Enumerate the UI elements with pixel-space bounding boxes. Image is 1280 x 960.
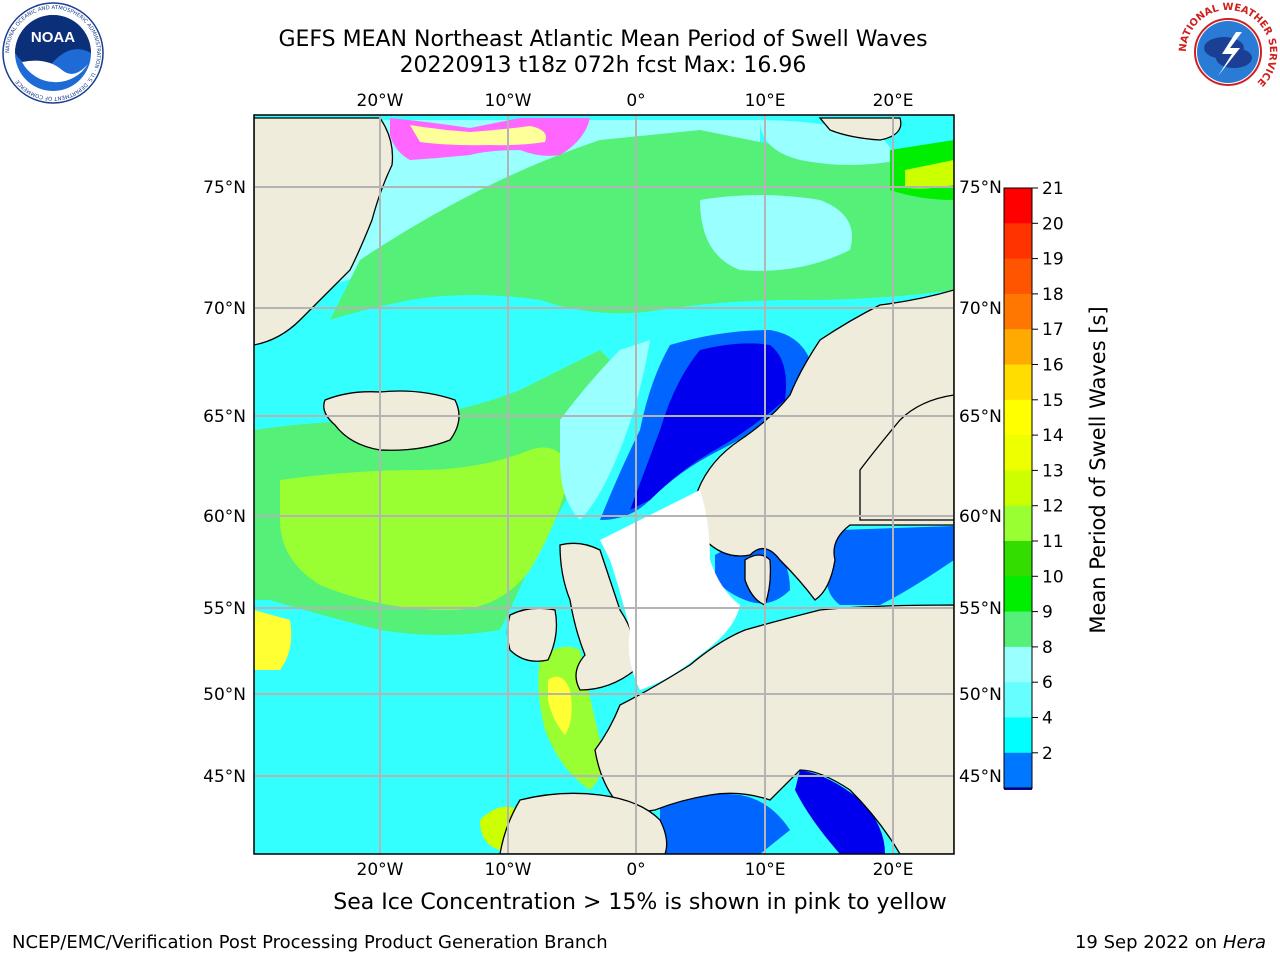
colorbar-tick-label: 20 bbox=[1042, 214, 1064, 234]
footer-date: 19 Sep 2022 on Hera bbox=[1075, 932, 1266, 953]
lon-label-top: 0° bbox=[626, 91, 645, 111]
nws-logo: NATIONAL WEATHER SERVICE bbox=[1178, 2, 1278, 101]
lat-label-right: 65°N bbox=[959, 407, 1002, 427]
sea-ice-yellow bbox=[410, 125, 546, 146]
swell-area-lime-ne bbox=[905, 160, 954, 189]
colorbar-tick-label: 4 bbox=[1042, 709, 1053, 729]
lon-label-top: 20°E bbox=[873, 91, 914, 111]
lat-label-right: 75°N bbox=[959, 178, 1002, 198]
colorbar-segment bbox=[1004, 188, 1032, 224]
lon-label-bottom: 0° bbox=[626, 860, 645, 880]
colorbar-segment bbox=[1004, 258, 1032, 295]
colorbar-tick-label: 14 bbox=[1042, 426, 1064, 446]
map-frame bbox=[253, 114, 955, 855]
lon-label-bottom: 10°E bbox=[745, 860, 786, 880]
colorbar-segment bbox=[1004, 752, 1032, 789]
colorbar-tick-label: 11 bbox=[1042, 532, 1064, 552]
colorbar-segment bbox=[1004, 505, 1032, 542]
noaa-logo: NOAA NATIONAL OCEANIC AND ATMOSPHERIC AD… bbox=[2, 2, 104, 104]
colorbar-tick-label: 9 bbox=[1042, 603, 1053, 623]
land-svalbard bbox=[818, 117, 902, 141]
noaa-logo-text: NOAA bbox=[31, 29, 75, 46]
colorbar-tick-label: 13 bbox=[1042, 461, 1064, 481]
lat-label-left: 45°N bbox=[203, 767, 246, 787]
colorbar-segment bbox=[1004, 576, 1032, 613]
lon-label-top: 10°E bbox=[745, 91, 786, 111]
lat-label-left: 50°N bbox=[203, 685, 246, 705]
lat-label-left: 70°N bbox=[203, 299, 246, 319]
land-masses bbox=[254, 117, 954, 854]
swell-area-yellow-biscay bbox=[548, 676, 572, 735]
swell-area-blue-baltic bbox=[826, 526, 954, 605]
lat-label-right: 55°N bbox=[959, 599, 1002, 619]
colorbar-segment bbox=[1004, 541, 1032, 577]
lon-label-bottom: 10°W bbox=[485, 860, 532, 880]
sea-ice-note: Sea Ice Concentration > 15% is shown in … bbox=[333, 890, 947, 915]
swell-area-blue-adriatic bbox=[795, 770, 885, 854]
colorbar: 21 20 19 18 17 16 15 14 13 12 11 10 9 8 6 4 2 bbox=[1003, 180, 1064, 790]
colorbar-segment bbox=[1004, 470, 1032, 507]
swell-area-lightcyan-north bbox=[700, 195, 852, 271]
lon-label-top: 20°W bbox=[357, 91, 404, 111]
land-iberia bbox=[499, 792, 668, 854]
lat-label-left: 55°N bbox=[203, 599, 246, 619]
colorbar-segment bbox=[1004, 329, 1032, 365]
colorbar-tick-label: 6 bbox=[1042, 673, 1053, 693]
lat-label-right: 70°N bbox=[959, 299, 1002, 319]
lat-label-right: 50°N bbox=[959, 685, 1002, 705]
swell-area-darkblue-norway bbox=[630, 343, 786, 510]
colorbar-tick-label: 10 bbox=[1042, 567, 1064, 587]
lat-label-left: 65°N bbox=[203, 407, 246, 427]
graticule bbox=[254, 115, 954, 854]
colorbar-segment bbox=[1004, 646, 1032, 683]
colorbar-tick-label: 2 bbox=[1042, 744, 1053, 764]
colorbar-segment bbox=[1004, 717, 1032, 754]
footer-credit: NCEP/EMC/Verification Post Processing Pr… bbox=[12, 932, 608, 953]
colorbar-tick-label: 19 bbox=[1042, 250, 1064, 270]
swell-area-green-north bbox=[330, 130, 954, 320]
lat-label-left: 75°N bbox=[203, 178, 246, 198]
colorbar-tick-label: 12 bbox=[1042, 497, 1064, 517]
land-ireland bbox=[506, 607, 558, 662]
colorbar-segment bbox=[1004, 399, 1032, 436]
map-axis-labels: 20°W 20°W 10°W 10°W 0° 0° 10°E 10°E 20°E 20°E 75°N… bbox=[203, 91, 1002, 880]
colorbar-label: Mean Period of Swell Waves [s] bbox=[1086, 306, 1110, 634]
land-greenland bbox=[254, 117, 394, 346]
swell-area-lime-atlantic bbox=[280, 447, 570, 610]
swell-area-blue-med bbox=[660, 793, 790, 854]
colorbar-segment bbox=[1004, 611, 1032, 648]
lat-label-left: 60°N bbox=[203, 507, 246, 527]
lat-label-right: 45°N bbox=[959, 767, 1002, 787]
chart-subtitle: 20220913 t18z 072h fcst Max: 16.96 bbox=[399, 53, 807, 78]
colorbar-tick-label: 21 bbox=[1042, 180, 1064, 199]
colorbar-tick-label: 8 bbox=[1042, 638, 1053, 658]
colorbar-tick-label: 17 bbox=[1042, 320, 1064, 340]
colorbar-tick-label: 15 bbox=[1042, 391, 1064, 411]
colorbar-frame bbox=[1003, 187, 1033, 789]
lon-label-bottom: 20°E bbox=[873, 860, 914, 880]
colorbar-segment bbox=[1004, 364, 1032, 401]
colorbar-tick-label: 16 bbox=[1042, 356, 1064, 376]
colorbar-segment bbox=[1004, 293, 1032, 330]
colorbar-tick-label: 18 bbox=[1042, 285, 1064, 305]
colorbar-segment bbox=[1004, 682, 1032, 718]
swell-area-lightcyan-north2 bbox=[760, 120, 900, 165]
footer-date-text: 19 Sep 2022 on bbox=[1074, 932, 1218, 953]
land-britain bbox=[559, 542, 637, 691]
footer-host: Hera bbox=[1222, 932, 1266, 953]
lat-label-right: 60°N bbox=[959, 507, 1002, 527]
chart-title: GEFS MEAN Northeast Atlantic Mean Period… bbox=[278, 27, 928, 52]
lon-label-top: 10°W bbox=[485, 91, 532, 111]
swell-area-lime-west bbox=[254, 610, 292, 670]
colorbar-segment bbox=[1004, 435, 1032, 471]
colorbar-segment bbox=[1004, 223, 1032, 260]
lon-label-bottom: 20°W bbox=[357, 860, 404, 880]
swell-area-cyan-shelf bbox=[560, 340, 650, 520]
